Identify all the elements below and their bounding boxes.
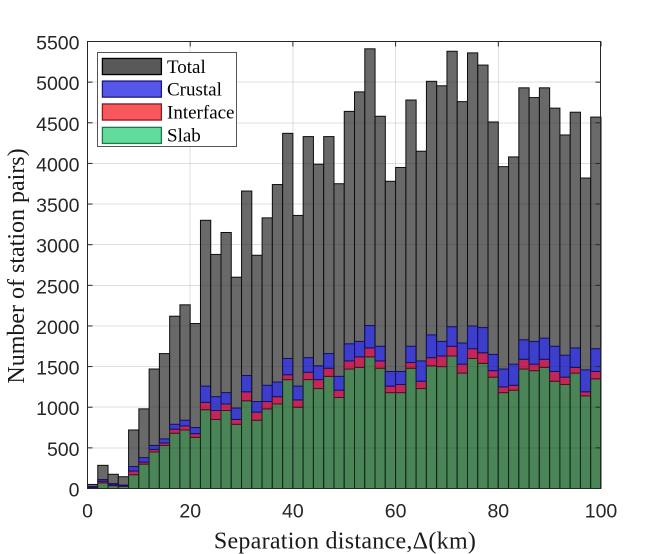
svg-text:3000: 3000 xyxy=(36,236,80,258)
svg-text:1500: 1500 xyxy=(36,358,80,380)
svg-text:4500: 4500 xyxy=(36,114,80,136)
svg-text:500: 500 xyxy=(47,439,80,461)
svg-text:Number of station pairs): Number of station pairs) xyxy=(4,148,30,383)
svg-text:0: 0 xyxy=(82,501,93,523)
svg-text:Interface: Interface xyxy=(167,102,235,123)
svg-text:1000: 1000 xyxy=(36,398,80,420)
svg-text:2000: 2000 xyxy=(36,317,80,339)
svg-text:60: 60 xyxy=(385,501,407,523)
svg-text:Separation distance,Δ(km): Separation distance,Δ(km) xyxy=(214,528,476,554)
svg-text:20: 20 xyxy=(179,501,201,523)
svg-text:40: 40 xyxy=(282,501,304,523)
svg-text:5500: 5500 xyxy=(36,33,80,55)
svg-text:Crustal: Crustal xyxy=(167,79,222,100)
svg-text:100: 100 xyxy=(585,501,618,523)
svg-text:Slab: Slab xyxy=(167,126,201,147)
svg-text:2500: 2500 xyxy=(36,276,80,298)
svg-text:5000: 5000 xyxy=(36,73,80,95)
svg-text:0: 0 xyxy=(69,480,80,502)
svg-text:Total: Total xyxy=(167,57,206,78)
svg-text:3500: 3500 xyxy=(36,195,80,217)
svg-text:4000: 4000 xyxy=(36,154,80,176)
svg-text:80: 80 xyxy=(487,501,509,523)
